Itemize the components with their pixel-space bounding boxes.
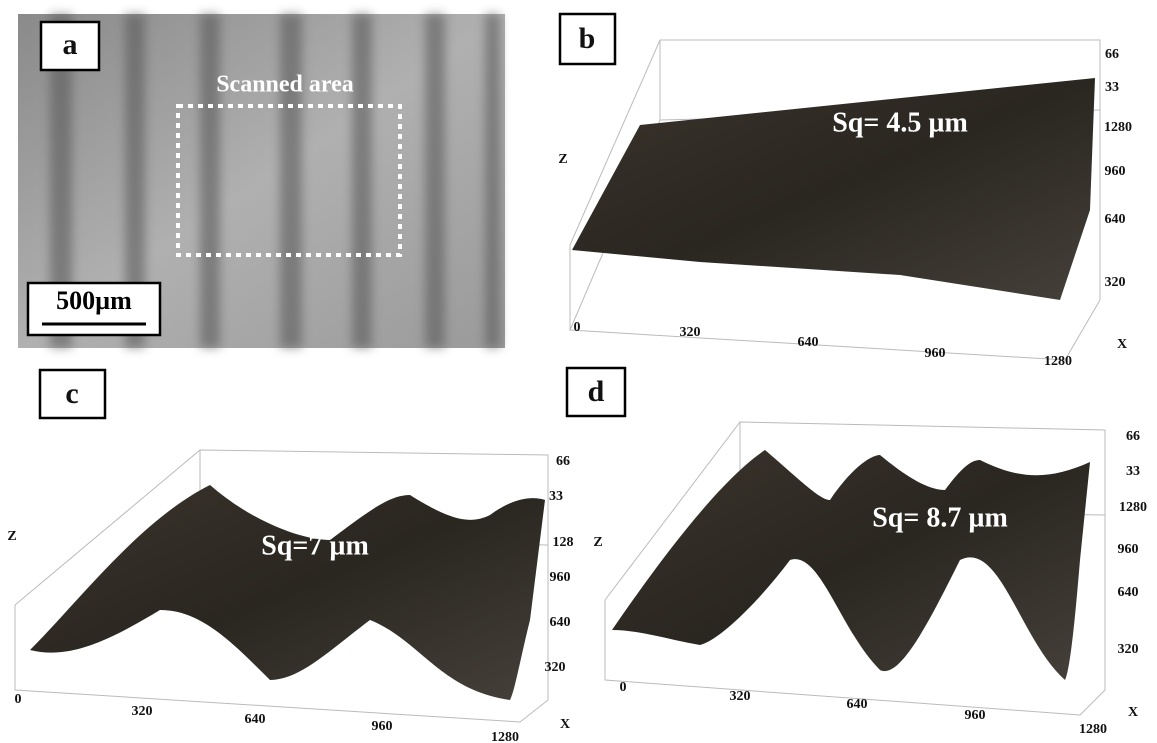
z-tick-label: 33 [1126, 464, 1140, 479]
y-tick-label: 320 [1105, 275, 1126, 290]
x-tick-label: 1280 [1044, 354, 1072, 369]
x-tick-label: 0 [15, 692, 22, 707]
panel-b: b Sq= 4.5 µm [560, 14, 1100, 360]
y-tick-label: 640 [550, 615, 571, 630]
scale-bar-label: 500µm [56, 286, 132, 315]
z-axis-label: Z [593, 535, 602, 550]
z-tick-label: 33 [1105, 80, 1119, 95]
y-tick-label: 320 [545, 660, 566, 675]
panel-label: a [63, 28, 78, 61]
y-tick-label: 1280 [1119, 500, 1147, 515]
y-tick-label: 640 [1105, 212, 1126, 227]
panel-c: c Sq=7 µm [15, 370, 548, 722]
x-tick-label: 1280 [1079, 722, 1107, 737]
y-tick-label: 1280 [1104, 120, 1132, 135]
x-tick-label: 0 [620, 680, 627, 695]
y-tick-label: 960 [1118, 542, 1139, 557]
figure: Scanned area a 500µm b Sq= 4.5 µm c Sq=7… [0, 0, 1157, 743]
z-axis-label: Z [7, 529, 16, 544]
x-tick-label: 1280 [491, 730, 519, 743]
surface [612, 450, 1090, 680]
x-axis-label: X [1128, 705, 1138, 720]
z-tick-label: 66 [1126, 429, 1140, 444]
panel-d: d Sq= 8.7 µm [567, 368, 1105, 715]
annotation: Scanned area [216, 72, 354, 98]
x-tick-label: 960 [925, 346, 946, 361]
x-tick-label: 320 [680, 325, 701, 340]
roughness: Sq=7 µm [261, 530, 369, 561]
y-tick-label: 640 [1118, 585, 1139, 600]
x-tick-label: 640 [847, 697, 868, 712]
roughness: Sq= 4.5 µm [832, 107, 968, 138]
z-tick-label: 66 [1105, 47, 1119, 62]
x-tick-label: 960 [965, 708, 986, 723]
x-tick-label: 640 [798, 335, 819, 350]
z-tick-label: 66 [556, 454, 570, 469]
y-tick-label: 128 [553, 535, 574, 550]
z-tick-label: 33 [549, 489, 563, 504]
y-tick-label: 960 [550, 570, 571, 585]
y-tick-label: 960 [1105, 164, 1126, 179]
y-tick-label: 320 [1118, 642, 1139, 657]
panel-label: b [579, 22, 596, 55]
x-tick-label: 320 [730, 689, 751, 704]
panel-a: Scanned area a 500µm [18, 14, 505, 348]
page: {"panels": [ {"label": "a", "annotation"… [0, 0, 1157, 743]
x-axis-label: X [1117, 337, 1127, 352]
x-tick-label: 320 [132, 704, 153, 719]
roughness: Sq= 8.7 µm [872, 502, 1008, 533]
x-tick-label: 0 [574, 320, 581, 335]
panel-label: d [588, 375, 605, 408]
x-tick-label: 640 [245, 712, 266, 727]
panel-label: c [65, 377, 78, 410]
x-axis-label: X [560, 717, 570, 732]
z-axis-label: Z [558, 152, 567, 167]
surface [30, 485, 545, 700]
x-tick-label: 960 [372, 719, 393, 734]
